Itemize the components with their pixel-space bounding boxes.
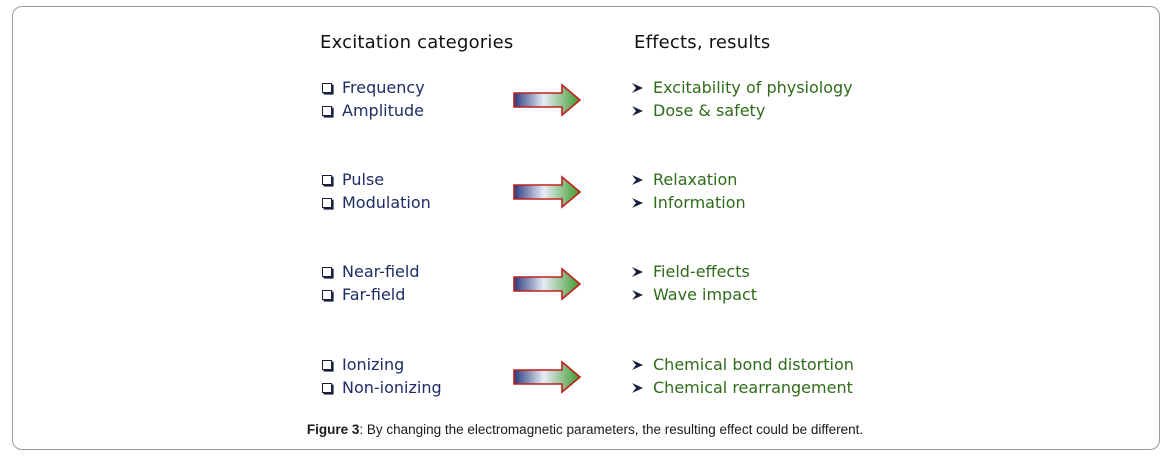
- arrowhead-check-icon: [632, 174, 643, 185]
- arrowhead-check-icon: [632, 359, 643, 370]
- category-item: Near-field: [322, 260, 419, 283]
- gradient-arrow-icon: [513, 361, 581, 393]
- effect-item: Dose & safety: [631, 99, 853, 122]
- effect-label: Field-effects: [653, 262, 750, 281]
- effect-list: Field-effects Wave impact: [631, 260, 757, 306]
- arrowhead-check-icon: [632, 382, 643, 393]
- effect-item: Chemical bond distortion: [631, 353, 854, 376]
- effect-list: Chemical bond distortion Chemical rearra…: [631, 353, 854, 399]
- category-label: Near-field: [342, 262, 420, 281]
- group-near-far-field: Near-field Far-field Field-effects Wave …: [0, 260, 1170, 312]
- category-list: Near-field Far-field: [322, 260, 419, 306]
- category-item: Pulse: [322, 168, 431, 191]
- header-effects-results: Effects, results: [634, 32, 771, 53]
- effect-list: Relaxation Information: [631, 168, 746, 214]
- effect-list: Excitability of physiology Dose & safety: [631, 76, 853, 122]
- gradient-arrow-icon: [513, 176, 581, 208]
- arrowhead-check-icon: [632, 289, 643, 300]
- category-label: Modulation: [342, 193, 431, 212]
- category-label: Non-ionizing: [342, 378, 442, 397]
- figure-frame: [12, 6, 1160, 450]
- checkbox-icon: [322, 197, 332, 208]
- effect-item: Wave impact: [631, 283, 757, 306]
- checkbox-icon: [322, 266, 332, 277]
- effect-label: Chemical rearrangement: [653, 378, 853, 397]
- caption-label: Figure 3: [306, 422, 360, 437]
- effect-item: Information: [631, 191, 746, 214]
- arrowhead-check-icon: [632, 105, 643, 116]
- category-label: Far-field: [342, 285, 406, 304]
- effect-label: Chemical bond distortion: [653, 355, 854, 374]
- category-item: Amplitude: [322, 99, 425, 122]
- category-item: Modulation: [322, 191, 431, 214]
- effect-label: Relaxation: [653, 170, 738, 189]
- category-label: Amplitude: [342, 101, 424, 120]
- checkbox-icon: [322, 359, 332, 370]
- category-item: Far-field: [322, 283, 419, 306]
- category-list: Pulse Modulation: [322, 168, 431, 214]
- category-item: Non-ionizing: [322, 376, 442, 399]
- effect-label: Excitability of physiology: [653, 78, 853, 97]
- category-list: Frequency Amplitude: [322, 76, 425, 122]
- effect-item: Excitability of physiology: [631, 76, 853, 99]
- group-frequency-amplitude: Frequency Amplitude Excitability of phys…: [0, 76, 1170, 128]
- checkbox-icon: [322, 174, 332, 185]
- arrowhead-check-icon: [632, 197, 643, 208]
- figure-caption: Figure 3: By changing the electromagneti…: [0, 422, 1170, 437]
- category-item: Ionizing: [322, 353, 442, 376]
- category-label: Pulse: [342, 170, 385, 189]
- checkbox-icon: [322, 382, 332, 393]
- checkbox-icon: [322, 105, 332, 116]
- effect-item: Chemical rearrangement: [631, 376, 854, 399]
- category-list: Ionizing Non-ionizing: [322, 353, 442, 399]
- category-label: Frequency: [342, 78, 425, 97]
- effect-label: Dose & safety: [653, 101, 766, 120]
- category-item: Frequency: [322, 76, 425, 99]
- arrowhead-check-icon: [632, 266, 643, 277]
- effect-item: Relaxation: [631, 168, 746, 191]
- group-ionizing: Ionizing Non-ionizing Chemical bond dist…: [0, 353, 1170, 405]
- category-label: Ionizing: [342, 355, 405, 374]
- effect-label: Information: [653, 193, 746, 212]
- gradient-arrow-icon: [513, 84, 581, 116]
- gradient-arrow-icon: [513, 268, 581, 300]
- group-pulse-modulation: Pulse Modulation Relaxation Information: [0, 168, 1170, 220]
- checkbox-icon: [322, 289, 332, 300]
- arrowhead-check-icon: [632, 82, 643, 93]
- effect-item: Field-effects: [631, 260, 757, 283]
- caption-text: : By changing the electromagnetic parame…: [359, 422, 864, 437]
- header-excitation-categories: Excitation categories: [320, 32, 514, 53]
- effect-label: Wave impact: [653, 285, 758, 304]
- checkbox-icon: [322, 82, 332, 93]
